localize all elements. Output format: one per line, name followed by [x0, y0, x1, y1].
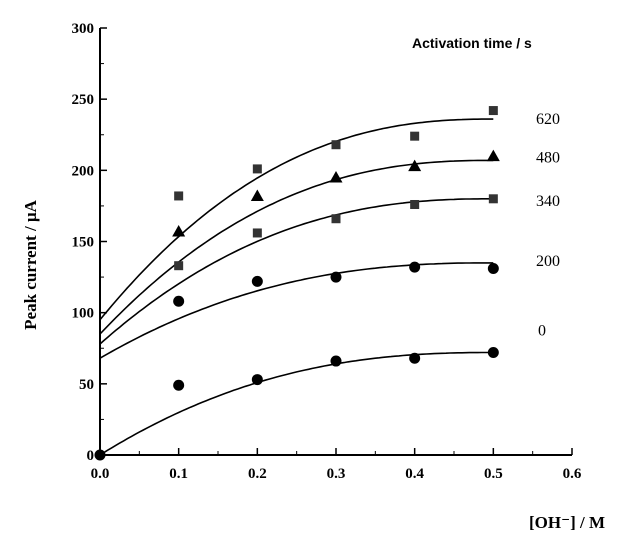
point-0: [251, 374, 263, 386]
fit-curve-0: [99, 351, 494, 456]
y-tick-label: 200: [72, 163, 95, 179]
x-tick-label: 0.5: [484, 466, 503, 482]
point-620: [174, 191, 184, 201]
labels: Peak current / μA [OH⁻] / M Activation t…: [21, 35, 605, 532]
x-axis-title: [OH⁻] / M: [529, 513, 605, 532]
y-tick-label: 250: [72, 92, 95, 108]
x-tick-label: 0.0: [91, 466, 110, 482]
axes: 0.0 0.1 0.2 0.3 0.4 0.5 0.6 0 50 100 150 200 250 300: [72, 21, 582, 482]
point-0: [487, 347, 499, 359]
point-480: [250, 189, 264, 201]
series-label-480: 480: [536, 149, 560, 166]
point-340: [174, 261, 184, 271]
point-200: [409, 261, 421, 273]
point-620: [488, 106, 498, 116]
point-620: [410, 131, 420, 141]
y-tick-label: 100: [72, 306, 95, 322]
point-340: [488, 194, 498, 204]
point-620: [331, 140, 341, 150]
y-tick-label: 50: [79, 377, 94, 393]
y-tick-label: 300: [72, 21, 95, 37]
point-620: [252, 164, 262, 174]
y-tick-label: 150: [72, 235, 95, 251]
x-tick-label: 0.4: [405, 466, 424, 482]
point-340: [410, 199, 420, 209]
point-0: [173, 379, 185, 391]
x-tick-label: 0.3: [327, 466, 346, 482]
point-200: [330, 271, 342, 283]
point-480: [172, 225, 186, 237]
point-200: [173, 295, 185, 307]
point-340: [331, 214, 341, 224]
x-tick-label: 0.2: [248, 466, 267, 482]
point-0: [409, 352, 421, 364]
point-480: [486, 149, 500, 162]
point-480: [329, 170, 343, 183]
series-label-620: 620: [536, 111, 560, 128]
fit-curve-200: [99, 262, 494, 359]
fit-lines: [99, 118, 494, 456]
point-200: [251, 275, 263, 287]
y-tick-label: 0: [87, 448, 95, 464]
point-200: [487, 263, 499, 275]
series-label-200: 200: [536, 253, 560, 270]
point-340: [252, 228, 262, 238]
point-0: [330, 355, 342, 367]
fit-curve-340: [99, 198, 494, 345]
series-label-340: 340: [536, 193, 560, 210]
markers: [94, 106, 500, 461]
point-480: [408, 159, 422, 172]
y-axis-title: Peak current / μA: [21, 199, 40, 329]
legend-title: Activation time / s: [412, 35, 532, 51]
fit-curve-480: [99, 159, 494, 335]
x-tick-label: 0.6: [563, 466, 582, 482]
fit-curve-620: [99, 118, 494, 321]
x-tick-label: 0.1: [169, 466, 188, 482]
point-0: [94, 449, 106, 461]
series-label-0: 0: [538, 323, 546, 340]
